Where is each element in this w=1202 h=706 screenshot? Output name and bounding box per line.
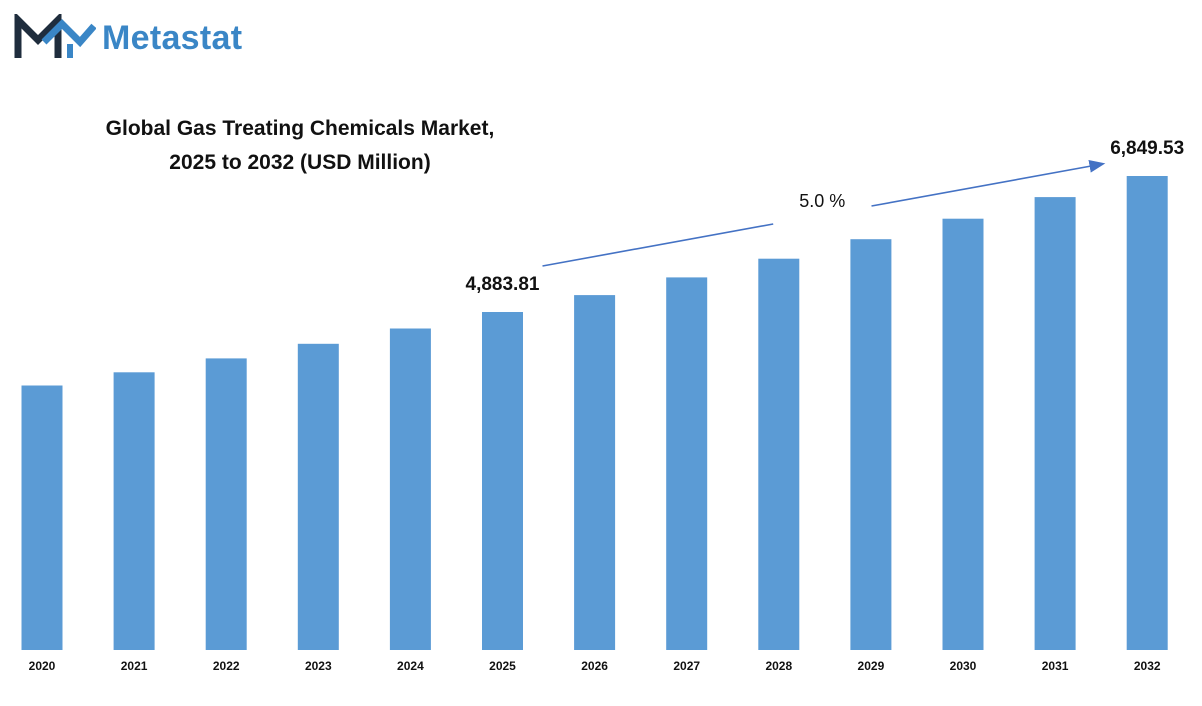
x-tick-label-2030: 2030 <box>950 659 977 673</box>
x-tick-label-2026: 2026 <box>581 659 608 673</box>
bar-2032 <box>1126 176 1168 650</box>
x-tick-label-2028: 2028 <box>765 659 792 673</box>
x-tick-label-2025: 2025 <box>489 659 516 673</box>
cagr-annotation: 5.0 % <box>542 159 1106 267</box>
bar-2021 <box>113 372 155 650</box>
chart-title: Global Gas Treating Chemicals Market, 20… <box>20 112 580 180</box>
x-tick-label-2032: 2032 <box>1134 659 1161 673</box>
chart-title-line-1: Global Gas Treating Chemicals Market, <box>105 117 495 140</box>
data-label-2032: 6,849.53 <box>1110 138 1184 159</box>
x-tick-label-2027: 2027 <box>673 659 700 673</box>
bar-2023 <box>297 343 339 650</box>
bar-2030 <box>942 218 984 650</box>
x-tick-label-2029: 2029 <box>858 659 885 673</box>
cagr-arrow-line-end <box>871 159 1106 207</box>
bars-layer <box>21 176 1168 650</box>
x-tick-label-2020: 2020 <box>29 659 56 673</box>
cagr-label: 5.0 % <box>799 191 845 211</box>
cagr-arrow-line-start <box>542 223 774 267</box>
bar-2020 <box>21 385 63 650</box>
data-labels: 4,883.81 6,849.53 <box>466 138 1185 295</box>
bar-2026 <box>574 295 616 650</box>
bar-2029 <box>850 239 892 650</box>
x-tick-label-2021: 2021 <box>121 659 148 673</box>
data-label-2025: 4,883.81 <box>466 274 540 295</box>
bar-2024 <box>389 328 431 650</box>
brand-name: Metastat <box>102 18 243 57</box>
x-tick-label-2023: 2023 <box>305 659 332 673</box>
chart-title-line-2: 2025 to 2032 (USD Million) <box>169 151 431 174</box>
x-tick-label-2024: 2024 <box>397 659 424 673</box>
bar-2031 <box>1034 197 1076 650</box>
x-tick-label-2031: 2031 <box>1042 659 1069 673</box>
metastat-m-logo-icon <box>14 14 96 58</box>
bar-2025 <box>482 312 523 650</box>
bar-2028 <box>758 258 800 650</box>
bar-2027 <box>666 277 708 650</box>
x-axis-tick-labels: 2020 2021 2022 2023 2024 2025 2026 2027 2028 2029… <box>29 659 1161 673</box>
brand-logo: Metastat <box>14 10 242 66</box>
bar-2022 <box>205 358 247 650</box>
x-tick-label-2022: 2022 <box>213 659 240 673</box>
